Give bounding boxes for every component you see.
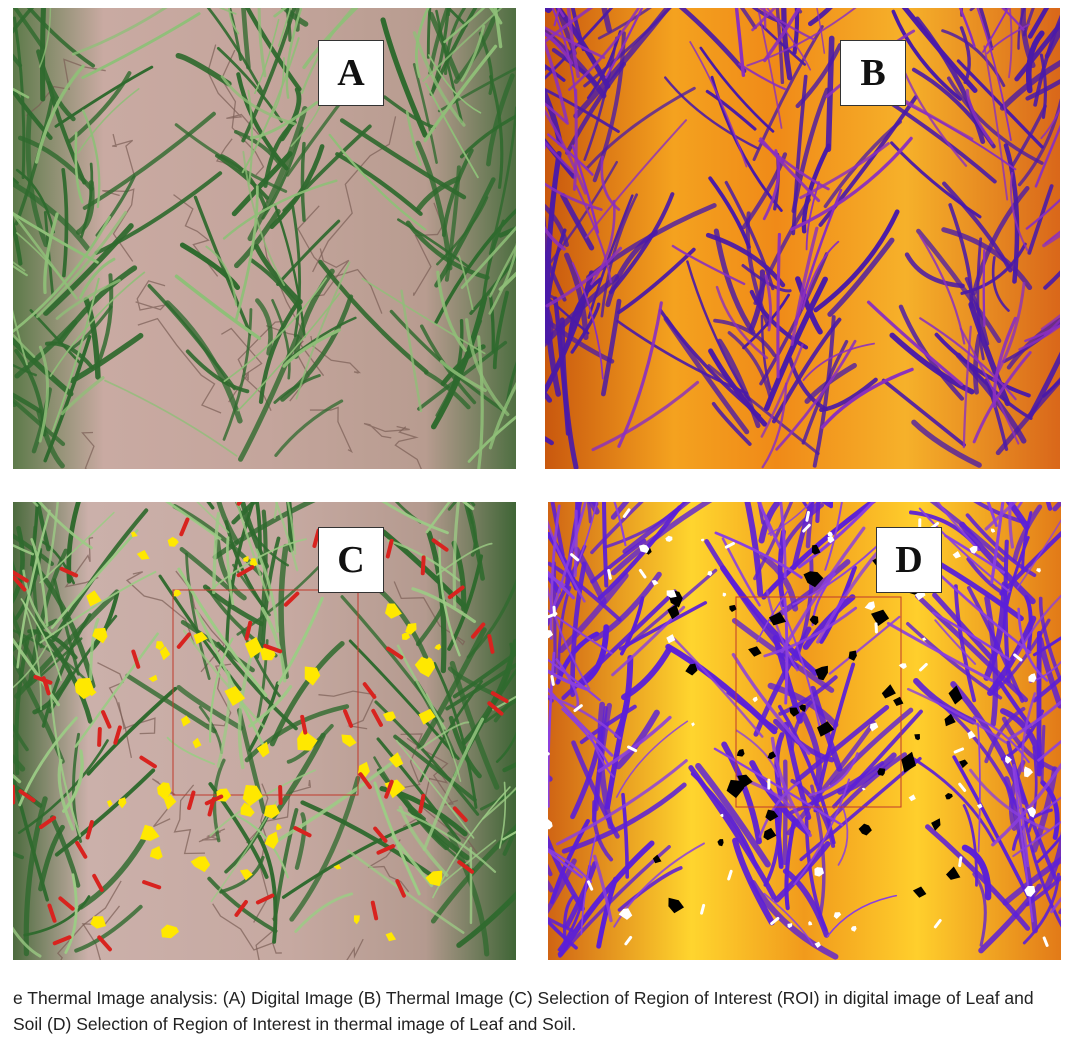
digital-roi-panel: C	[13, 502, 516, 960]
panel-label-c: C	[318, 527, 384, 593]
digital-roi-image	[13, 502, 516, 960]
panel-label-b: B	[840, 40, 906, 106]
thermal-image-panel: B	[545, 8, 1060, 469]
digital-image	[13, 8, 516, 469]
panel-label-a: A	[318, 40, 384, 106]
figure-caption: e Thermal Image analysis: (A) Digital Im…	[13, 988, 1034, 1034]
thermal-image	[545, 8, 1060, 469]
digital-image-panel: A	[13, 8, 516, 469]
panel-label-d: D	[876, 527, 942, 593]
thermal-roi-panel: D	[548, 502, 1061, 960]
thermal-roi-image	[548, 502, 1061, 960]
